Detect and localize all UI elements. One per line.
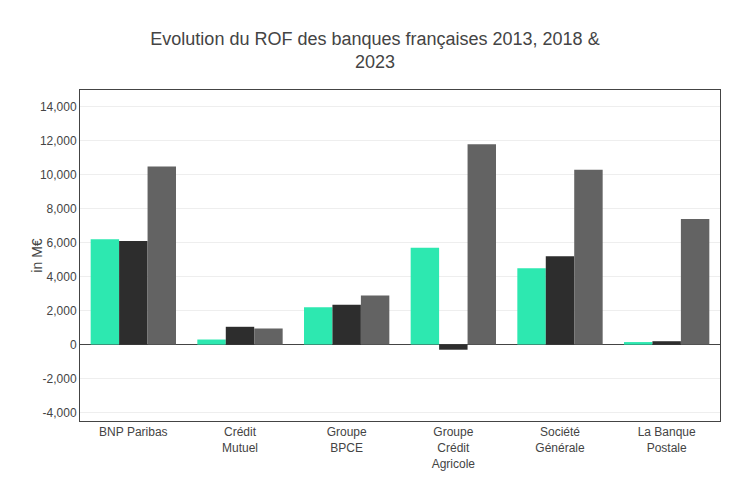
svg-text:8,000: 8,000	[47, 202, 77, 216]
svg-text:12,000: 12,000	[40, 134, 77, 148]
svg-text:SociétéGénérale: SociétéGénérale	[535, 425, 585, 455]
svg-text:in M€: in M€	[29, 238, 45, 272]
svg-text:GroupeBPCE: GroupeBPCE	[327, 425, 367, 455]
svg-text:0: 0	[70, 338, 77, 352]
svg-text:2,000: 2,000	[47, 304, 77, 318]
svg-text:CréditMutuel: CréditMutuel	[222, 425, 258, 455]
svg-text:GroupeCréditAgricole: GroupeCréditAgricole	[432, 425, 476, 470]
svg-text:10,000: 10,000	[40, 168, 77, 182]
svg-text:La BanquePostale: La BanquePostale	[638, 425, 696, 455]
svg-text:-2,000: -2,000	[43, 372, 77, 386]
svg-text:-4,000: -4,000	[43, 406, 77, 420]
svg-text:Evolution du ROF des banques f: Evolution du ROF des banques françaises …	[150, 29, 599, 72]
svg-text:4,000: 4,000	[47, 270, 77, 284]
svg-text:BNP Paribas: BNP Paribas	[99, 425, 167, 439]
svg-text:14,000: 14,000	[40, 100, 77, 114]
svg-text:6,000: 6,000	[47, 236, 77, 250]
